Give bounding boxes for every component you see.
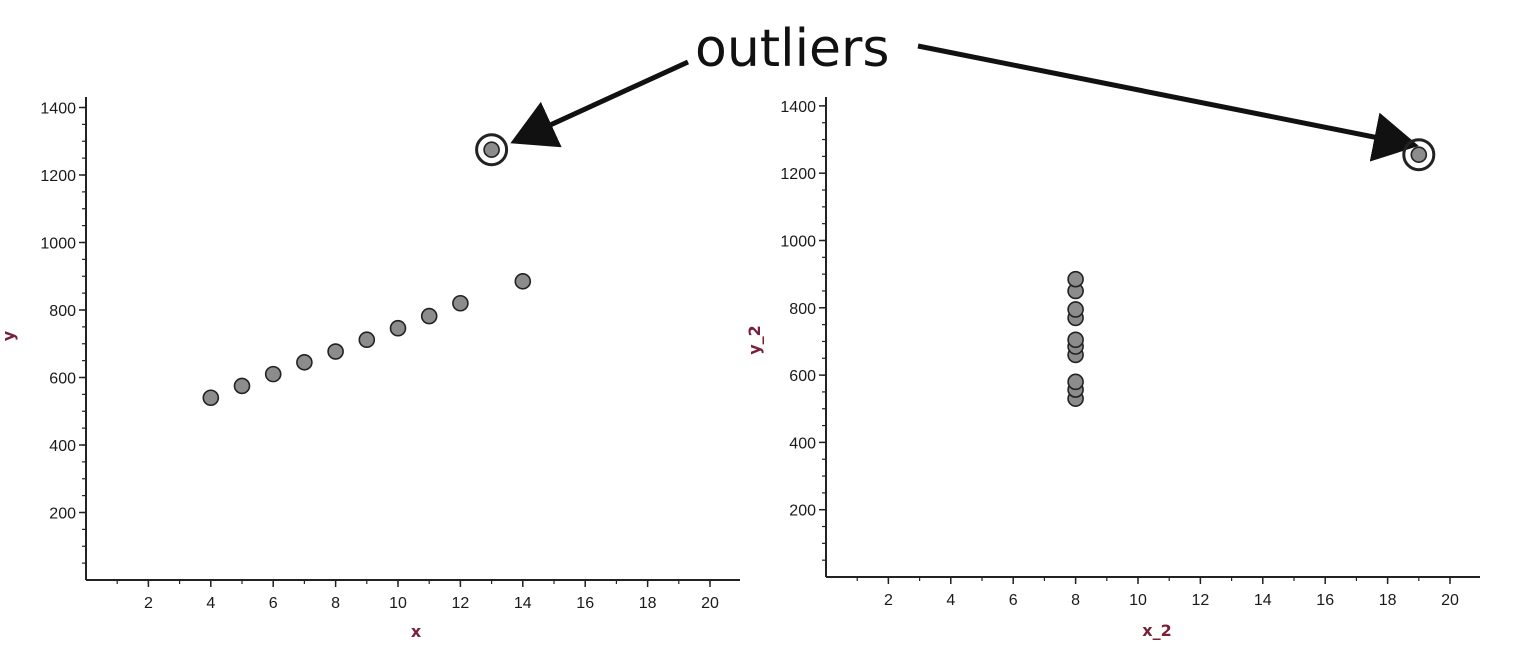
y-tick-label: 600 [789, 368, 816, 385]
data-point [296, 354, 313, 371]
x-tick-label: 10 [1129, 592, 1147, 609]
data-point [1067, 270, 1084, 288]
outlier-point [1410, 146, 1428, 163]
data-point [202, 389, 220, 407]
x-tick-label: 20 [701, 595, 719, 612]
scatter-plot-left: 2 4 6 8 10 12 14 16 18 20 200 400 600 800 1000 1200 1400… [0, 97, 740, 641]
x-tick-label: 20 [1441, 592, 1459, 609]
x-tick-label: 16 [576, 595, 594, 612]
outliers-label: outliers [695, 19, 890, 79]
x-tick-label: 2 [144, 595, 153, 612]
y-axis-title: y_2 [745, 325, 764, 355]
x-tick-label: 18 [639, 595, 657, 612]
x-tick-label: 14 [514, 595, 532, 612]
x-tick-label: 10 [389, 595, 407, 612]
data-point [420, 307, 438, 325]
y-tick-label: 200 [789, 503, 816, 520]
y-tick-label: 800 [49, 303, 76, 320]
y-tick-label: 1400 [40, 101, 76, 118]
x-tick-label: 8 [331, 595, 340, 612]
x-tick-label: 8 [1071, 592, 1080, 609]
x-tick-label: 6 [1009, 592, 1018, 609]
data-point [514, 273, 532, 290]
x-tick-label: 18 [1379, 592, 1397, 609]
y-tick-label: 1000 [40, 236, 76, 253]
y-tick-label: 1200 [780, 166, 816, 183]
scatter-plot-right: 2 4 6 8 10 12 14 16 18 20 200 400 600 800 1000 1200 1400… [745, 97, 1480, 640]
y-tick-label: 1000 [780, 234, 816, 251]
x-tick-label: 4 [206, 595, 215, 612]
data-point [389, 319, 407, 337]
x-tick-label: 14 [1254, 592, 1272, 609]
outlier-point [483, 141, 500, 158]
arrow-to-right-outlier [917, 43, 1419, 162]
y-tick-label: 800 [789, 301, 816, 318]
x-tick-label: 16 [1316, 592, 1334, 609]
x-tick-label: 6 [269, 595, 278, 612]
data-point [264, 365, 282, 383]
data-point [327, 343, 344, 360]
y-tick-label: 600 [49, 371, 76, 388]
data-point [1067, 301, 1084, 318]
y-tick-label: 1200 [40, 168, 76, 185]
x-axis-title: x_2 [1142, 621, 1171, 640]
x-axis-title: x [411, 622, 422, 641]
outliers-annotation: outliers [510, 19, 1419, 162]
outlier-ring [1402, 138, 1436, 172]
data-point [233, 377, 251, 395]
x-tick-label: 12 [452, 595, 470, 612]
y-tick-label: 400 [49, 438, 76, 455]
y-tick-label: 200 [49, 506, 76, 523]
y-tick-label: 400 [789, 435, 816, 452]
x-tick-label: 4 [946, 592, 955, 609]
x-tick-label: 12 [1192, 592, 1210, 609]
x-tick-label: 2 [884, 592, 893, 609]
y-tick-label: 1400 [780, 99, 816, 116]
data-point [358, 331, 376, 349]
data-point [1067, 331, 1084, 349]
data-point [452, 294, 469, 312]
data-point [1067, 373, 1084, 391]
y-axis-title: y [0, 330, 18, 341]
outlier-ring [475, 133, 509, 167]
arrow-to-left-outlier [510, 59, 690, 148]
